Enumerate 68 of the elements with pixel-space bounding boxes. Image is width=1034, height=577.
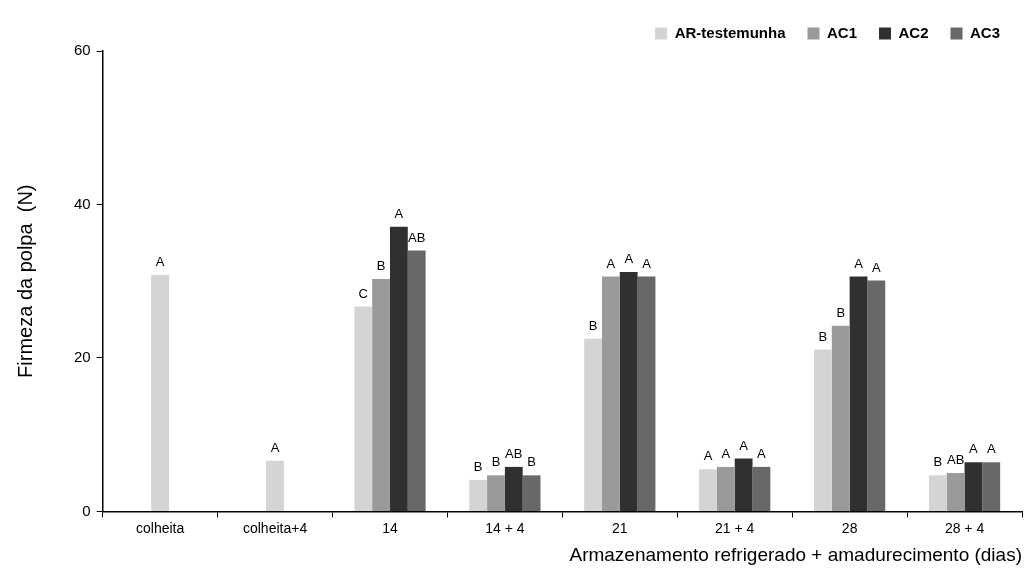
bar: [372, 278, 390, 511]
legend-label: AR-testemunha: [674, 23, 787, 41]
x-tick-label: 21: [612, 519, 628, 536]
data-label: A: [721, 445, 731, 461]
bar: [619, 271, 638, 511]
bar: [982, 462, 1001, 511]
data-label: A: [854, 255, 864, 271]
bar: [584, 338, 602, 511]
bar: [867, 280, 886, 511]
x-tick-label: 14: [382, 519, 398, 536]
data-label: B: [473, 459, 483, 475]
x-tick-label: 28 + 4: [944, 519, 985, 536]
bar: [469, 479, 488, 511]
data-label: AB: [408, 229, 426, 245]
bar: [814, 349, 832, 511]
legend-label: AC3: [969, 23, 1001, 41]
y-tick-label: 60: [74, 41, 91, 59]
bar: [637, 276, 656, 511]
data-label: A: [642, 255, 652, 271]
x-axis-title: Armazenamento refrigerado + amadurecimento (dias): [569, 543, 1022, 565]
data-label: B: [933, 454, 943, 470]
data-label: A: [986, 441, 996, 457]
bar: [487, 475, 505, 511]
data-label: A: [624, 251, 634, 267]
data-label: A: [394, 205, 404, 221]
data-label: B: [376, 257, 386, 273]
data-label: AB: [946, 452, 965, 468]
data-label: A: [969, 441, 979, 457]
data-label: B: [527, 454, 536, 470]
legend-label: AC2: [898, 23, 929, 41]
data-label: C: [358, 285, 368, 301]
bar: [752, 466, 771, 511]
data-label: B: [491, 454, 501, 470]
bar: [504, 466, 523, 511]
data-label: A: [270, 439, 280, 455]
bar: [928, 475, 947, 511]
bar: [354, 306, 373, 511]
bar: [522, 475, 541, 511]
bar: [601, 276, 620, 511]
x-tick-label: colheita+4: [242, 519, 308, 536]
x-tick-label: 28: [841, 519, 858, 536]
bar: [849, 276, 868, 511]
bar: [734, 458, 753, 511]
y-axis-title: Firmeza da polpa (N): [13, 184, 36, 378]
y-tick-label: 40: [74, 194, 91, 212]
data-label: A: [606, 255, 616, 271]
bar: [716, 466, 735, 511]
x-tick-label: 14 + 4: [485, 519, 525, 536]
bar: [946, 473, 965, 511]
data-label: A: [703, 448, 713, 464]
x-tick-label: 21 + 4: [715, 519, 755, 536]
bar: [831, 325, 850, 511]
data-label: B: [836, 304, 846, 320]
data-label: A: [739, 437, 749, 453]
x-tick-label: colheita: [136, 519, 185, 536]
bar: [407, 250, 426, 511]
data-label: AB: [505, 445, 523, 461]
data-label: B: [818, 328, 828, 344]
y-tick-label: 20: [74, 348, 91, 366]
legend-label: AC1: [826, 23, 857, 41]
y-tick-label: 0: [82, 501, 91, 519]
data-label: A: [757, 445, 767, 461]
bar: [964, 462, 983, 511]
bar: [389, 226, 408, 511]
bar: [699, 469, 717, 511]
data-label: B: [588, 317, 598, 333]
data-label: A: [155, 254, 165, 270]
data-label: A: [872, 259, 882, 275]
